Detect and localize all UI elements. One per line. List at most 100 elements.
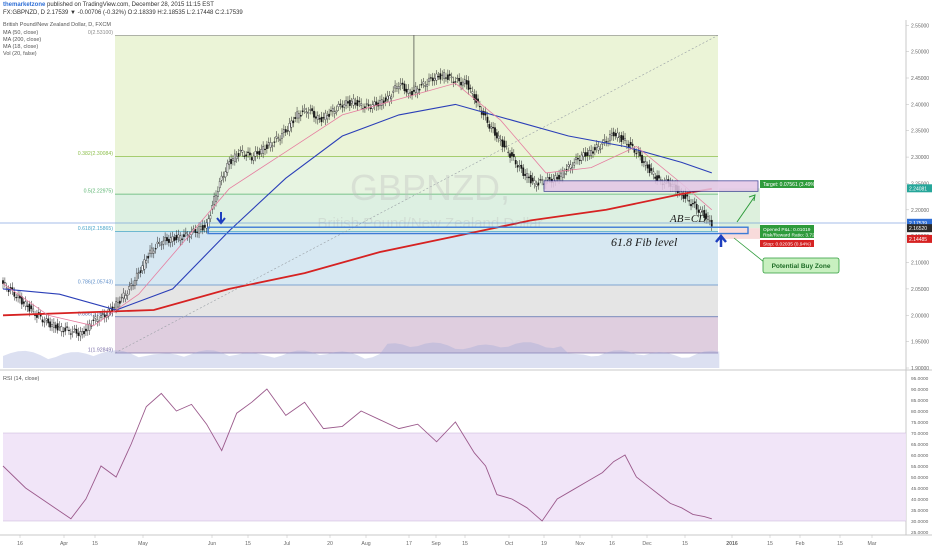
candle-body: [511, 152, 513, 157]
candle-body: [531, 177, 534, 182]
candle-body: [122, 292, 125, 299]
candle-body: [60, 326, 63, 332]
candle-body: [563, 173, 566, 175]
volume-area: [3, 342, 720, 368]
buy-zone-callout[interactable]: [762, 257, 840, 274]
candle-body: [143, 259, 146, 270]
candle-body: [509, 153, 511, 158]
candle-body: [490, 126, 493, 129]
candle-body: [650, 168, 653, 171]
candle-body: [352, 98, 355, 106]
candle-body: [94, 316, 97, 319]
candle-body: [230, 159, 232, 164]
candle-body: [620, 135, 623, 142]
candle-body: [548, 177, 551, 180]
stop-label: Stop: 0.02035 (0.94%): [763, 242, 811, 248]
candle-body: [200, 226, 202, 230]
candle-body: [281, 133, 283, 139]
rsi-tick-label: 85.0000: [911, 398, 929, 404]
candle-body: [514, 160, 517, 165]
candle-body: [107, 308, 110, 317]
candle-body: [124, 295, 127, 300]
candle-body: [497, 135, 500, 139]
rsi-label[interactable]: RSI (14, close): [3, 376, 40, 382]
candle-body: [699, 209, 702, 214]
candle-body: [601, 142, 604, 145]
candle-body: [203, 225, 206, 228]
candle-body: [473, 94, 476, 100]
time-tick-label: 15: [682, 541, 688, 547]
candle-body: [83, 331, 85, 335]
time-tick-label: Feb: [796, 541, 805, 547]
candle-body: [269, 142, 272, 148]
candle-body: [522, 167, 525, 176]
candle-body: [705, 213, 708, 219]
publisher-name[interactable]: themarketzone: [3, 2, 46, 8]
candle-body: [373, 101, 376, 106]
candle-body: [301, 110, 304, 113]
candle-body: [454, 81, 457, 83]
candle-body: [479, 105, 481, 108]
candle-body: [533, 180, 536, 184]
fib-level-annotation: 61.8 Fib level: [611, 235, 678, 249]
time-tick-label: Mar: [868, 541, 877, 547]
candle-body: [535, 184, 538, 187]
candle-body: [347, 101, 349, 104]
fib-level-label: 0(2.53100): [88, 30, 113, 36]
candle-body: [690, 203, 692, 207]
publish-line: themarketzone published on TradingView.c…: [3, 2, 214, 8]
candle-body: [22, 301, 25, 304]
candle-body: [277, 137, 280, 139]
candle-body: [386, 95, 389, 100]
fib-level-label: 0.618(2.15865): [78, 226, 113, 232]
candle-body: [688, 200, 691, 202]
candle-body: [260, 149, 263, 154]
indicator-ma50[interactable]: MA (50, close): [3, 30, 39, 36]
rsi-tick-label: 95.0000: [911, 376, 929, 382]
indicator-vol[interactable]: Vol (20, false): [3, 51, 37, 57]
target-zone: [719, 188, 760, 229]
abcd-annotation: AB=CD: [669, 213, 706, 225]
buy-zone-box: [207, 226, 749, 235]
candle-body: [482, 110, 485, 116]
rsi-line: [2, 388, 712, 522]
candle-body: [54, 324, 57, 329]
candle-body: [64, 327, 67, 332]
candle-body: [113, 307, 116, 309]
time-tick-label: 16: [17, 541, 23, 547]
indicator-ma18[interactable]: MA (18, close): [3, 44, 39, 50]
time-tick-label: Sep: [431, 541, 440, 547]
candle-body: [445, 77, 447, 79]
candle-body: [695, 204, 698, 210]
candle-body: [102, 313, 104, 315]
candle-body: [341, 105, 344, 108]
indicator-ma200[interactable]: MA (200, close): [3, 37, 42, 43]
candle-body: [299, 114, 302, 117]
rsi-tick-label: 55.0000: [911, 464, 929, 470]
time-tick-label: 15: [92, 541, 98, 547]
candle-body: [624, 137, 626, 141]
candle-body: [405, 88, 408, 93]
candle-body: [507, 151, 510, 154]
candle-body: [494, 127, 496, 136]
candle-body: [588, 149, 591, 156]
candle-body: [282, 129, 285, 133]
candle-body: [32, 308, 35, 312]
candle-body: [639, 151, 642, 157]
time-tick-label: 16: [609, 541, 615, 547]
candle-body: [224, 171, 227, 178]
ma-line: [2, 187, 712, 317]
candle-body: [350, 100, 353, 104]
candle-body: [213, 196, 216, 205]
candle-body: [71, 331, 74, 334]
candle-body: [592, 151, 594, 154]
watermark-symbol: GBPNZD,: [350, 167, 510, 208]
target-badge: [760, 180, 814, 188]
candle-body: [577, 157, 579, 160]
price-label-badge: [907, 224, 932, 233]
candle-body: [333, 111, 336, 114]
candle-body: [28, 303, 31, 312]
candle-body: [593, 147, 596, 151]
